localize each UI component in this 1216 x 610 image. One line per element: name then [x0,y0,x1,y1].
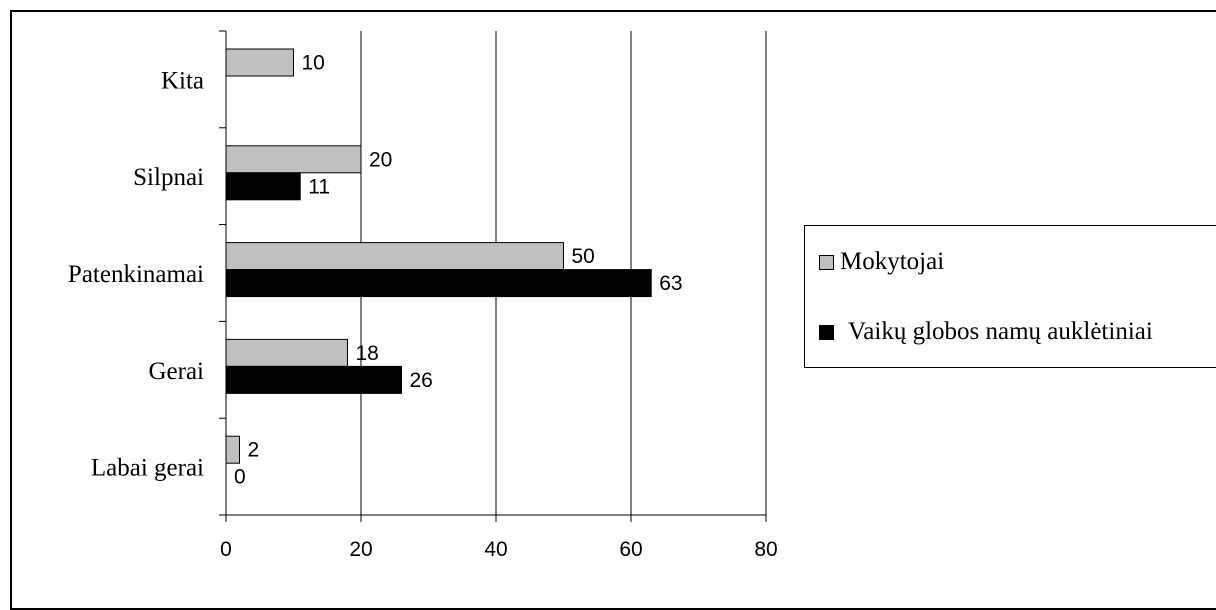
x-tick-label-0: 0 [220,538,232,561]
bar-mokytojai [225,242,564,271]
data-label: 26 [410,369,433,392]
bar-mokytojai [225,48,294,77]
bar-auklėtiniai [225,172,301,201]
data-label: 11 [308,175,330,198]
axes [219,30,767,522]
bar-auklėtiniai [225,269,652,298]
data-label: 10 [302,52,325,75]
data-label: 20 [369,148,392,171]
data-label: 63 [659,272,682,295]
data-label: 2 [248,439,260,462]
legend-label-auklėtiniai: Vaikų globos namų auklėtiniai [848,318,1153,345]
bar-mokytojai [225,435,240,464]
x-tick-label-20: 20 [349,538,372,561]
category-label: Gerai [148,358,204,385]
category-label: Kita [161,67,204,94]
legend-swatch-auklėtiniai [819,324,834,340]
x-tick-label-40: 40 [484,538,507,561]
category-label: Silpnai [133,164,204,191]
bar-mokytojai [225,338,348,367]
legend-label-mokytojai: Mokytojai [840,248,945,275]
data-label: 50 [572,245,595,268]
x-tick-label-60: 60 [619,538,642,561]
legend-item-mokytojai: Mokytojai [819,248,944,276]
x-tick-label-80: 80 [754,538,777,561]
data-label: 0 [234,466,246,489]
data-label: 18 [356,342,379,365]
legend: Mokytojai Vaikų globos namų auklėtiniai [804,225,1216,368]
legend-item-auklėtiniai: Vaikų globos namų auklėtiniai [819,318,1153,346]
category-label: Labai gerai [91,455,204,482]
bar-mokytojai [225,145,362,174]
bar-auklėtiniai [225,365,402,394]
category-label: Patenkinamai [68,261,204,288]
legend-swatch-mokytojai [819,254,834,270]
